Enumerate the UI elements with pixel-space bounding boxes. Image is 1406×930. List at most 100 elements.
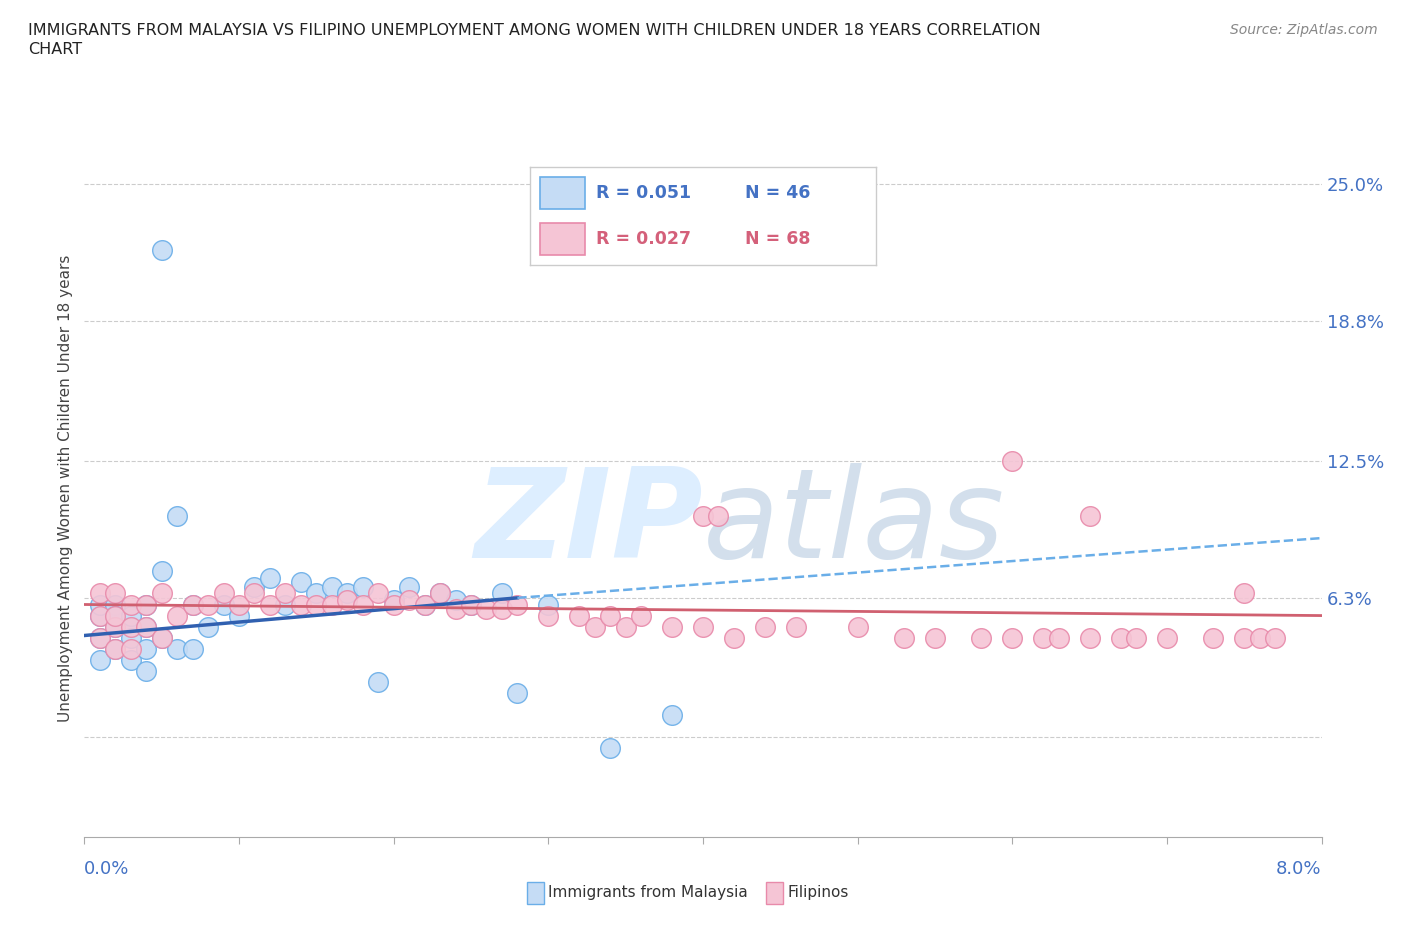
Point — [599, 608, 621, 623]
Point — [723, 631, 745, 645]
Point — [1156, 631, 1178, 645]
Text: 8.0%: 8.0% — [1277, 860, 1322, 878]
Point — [661, 708, 683, 723]
Point — [104, 642, 127, 657]
Point — [243, 586, 266, 601]
Point — [135, 619, 157, 634]
Point — [429, 586, 451, 601]
Point — [321, 597, 343, 612]
Point — [1078, 509, 1101, 524]
Point — [166, 509, 188, 524]
Point — [89, 608, 111, 623]
Point — [305, 597, 328, 612]
Point — [104, 597, 127, 612]
Point — [460, 597, 482, 612]
Point — [120, 608, 142, 623]
Point — [166, 608, 188, 623]
Point — [630, 608, 652, 623]
Point — [104, 608, 127, 623]
Text: Filipinos: Filipinos — [787, 885, 849, 900]
Point — [135, 642, 157, 657]
Text: atlas: atlas — [703, 462, 1005, 584]
Point — [120, 597, 142, 612]
Point — [846, 619, 869, 634]
Point — [537, 597, 560, 612]
Point — [120, 642, 142, 657]
Point — [150, 243, 173, 258]
Point — [475, 602, 498, 617]
Point — [429, 586, 451, 601]
Point — [1264, 631, 1286, 645]
Point — [290, 597, 312, 612]
Point — [491, 586, 513, 601]
Point — [1249, 631, 1271, 645]
Point — [135, 597, 157, 612]
Point — [104, 642, 127, 657]
Point — [692, 509, 714, 524]
Point — [599, 741, 621, 756]
Point — [413, 597, 436, 612]
Point — [89, 631, 111, 645]
Point — [135, 663, 157, 678]
Point — [228, 608, 250, 623]
Point — [1032, 631, 1054, 645]
Point — [367, 674, 389, 689]
Point — [692, 619, 714, 634]
Point — [367, 586, 389, 601]
Point — [352, 579, 374, 594]
Point — [413, 597, 436, 612]
Point — [321, 579, 343, 594]
Point — [181, 642, 204, 657]
Point — [181, 597, 204, 612]
Point — [89, 653, 111, 668]
Point — [506, 597, 529, 612]
Point — [398, 592, 420, 607]
Point — [104, 619, 127, 634]
Point — [150, 631, 173, 645]
Point — [614, 619, 637, 634]
Point — [491, 602, 513, 617]
Point — [1233, 631, 1256, 645]
Point — [1109, 631, 1132, 645]
Point — [89, 608, 111, 623]
Point — [336, 586, 359, 601]
Point — [305, 586, 328, 601]
Text: IMMIGRANTS FROM MALAYSIA VS FILIPINO UNEMPLOYMENT AMONG WOMEN WITH CHILDREN UNDE: IMMIGRANTS FROM MALAYSIA VS FILIPINO UNE… — [28, 23, 1040, 38]
Point — [568, 608, 591, 623]
Point — [120, 653, 142, 668]
Point — [970, 631, 993, 645]
Point — [89, 597, 111, 612]
Text: Immigrants from Malaysia: Immigrants from Malaysia — [548, 885, 748, 900]
Point — [243, 579, 266, 594]
Point — [444, 592, 467, 607]
Point — [754, 619, 776, 634]
Point — [274, 586, 297, 601]
Point — [259, 570, 281, 585]
Point — [89, 586, 111, 601]
Point — [336, 592, 359, 607]
Point — [120, 619, 142, 634]
Point — [197, 619, 219, 634]
Point — [290, 575, 312, 590]
Point — [1125, 631, 1147, 645]
Point — [661, 619, 683, 634]
Point — [104, 586, 127, 601]
Point — [583, 619, 606, 634]
Point — [398, 579, 420, 594]
Point — [924, 631, 946, 645]
Point — [259, 597, 281, 612]
Point — [197, 597, 219, 612]
Point — [1078, 631, 1101, 645]
Point — [120, 619, 142, 634]
Point — [212, 586, 235, 601]
Text: ZIP: ZIP — [474, 462, 703, 584]
Point — [181, 597, 204, 612]
Point — [104, 608, 127, 623]
Point — [444, 602, 467, 617]
Point — [135, 597, 157, 612]
Point — [537, 608, 560, 623]
Point — [382, 597, 405, 612]
Point — [104, 619, 127, 634]
Point — [228, 597, 250, 612]
Point — [1047, 631, 1070, 645]
